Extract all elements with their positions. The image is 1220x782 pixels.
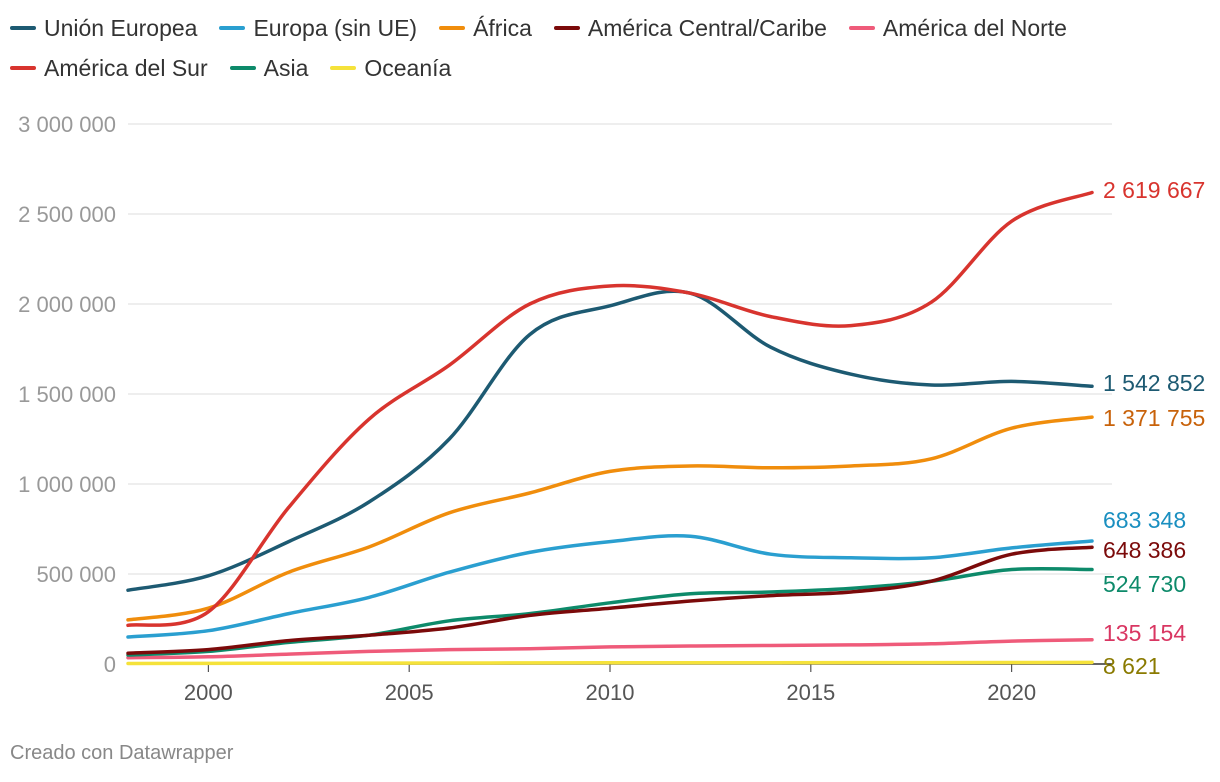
end-value-label: 524 730 xyxy=(1103,571,1186,597)
legend-item: Europa (sin UE) xyxy=(219,12,417,44)
legend-swatch xyxy=(229,66,256,70)
end-value-label: 2 619 667 xyxy=(1103,177,1205,203)
legend-item: África xyxy=(439,12,532,44)
series-line-america-central-caribe xyxy=(126,545,1094,655)
legend-label: América Central/Caribe xyxy=(587,14,827,41)
legend-item: Oceanía xyxy=(330,52,451,84)
legend-item: Unión Europea xyxy=(10,12,197,44)
series-line-union-europea xyxy=(126,289,1094,592)
y-tick-label: 500 000 xyxy=(36,562,116,587)
series-line-africa xyxy=(126,415,1094,622)
y-tick-label: 1 500 000 xyxy=(18,382,116,407)
x-tick-label: 2020 xyxy=(987,680,1036,705)
y-tick-label: 0 xyxy=(104,652,116,677)
x-tick-label: 2010 xyxy=(586,680,635,705)
legend-swatch xyxy=(10,66,36,70)
legend-label: Oceanía xyxy=(364,54,452,81)
y-tick-label: 2 000 000 xyxy=(18,292,116,317)
legend-swatch xyxy=(848,26,875,30)
legend-swatch xyxy=(553,26,580,30)
end-value-label: 648 386 xyxy=(1103,537,1186,563)
legend-swatch xyxy=(10,26,36,30)
footer-credit: Creado con Datawrapper xyxy=(10,742,234,764)
legend-swatch xyxy=(439,26,466,30)
legend-label: Asia xyxy=(263,54,309,81)
end-value-label: 1 371 755 xyxy=(1103,405,1205,431)
legend-label: Unión Europea xyxy=(44,14,198,41)
legend-item: América del Sur xyxy=(10,52,208,84)
end-value-label: 135 154 xyxy=(1103,620,1186,646)
x-tick-label: 2015 xyxy=(786,680,835,705)
legend-item: América Central/Caribe xyxy=(553,12,827,44)
legend-swatch xyxy=(330,66,357,70)
legend-swatch xyxy=(219,26,246,30)
series-line-america-del-norte xyxy=(126,637,1094,660)
y-tick-label: 3 000 000 xyxy=(18,112,116,137)
chart-legend: Unión Europea Europa (sin UE) África Améric… xyxy=(10,12,1210,84)
legend-label: Europa (sin UE) xyxy=(253,14,418,41)
end-value-label: 8 621 xyxy=(1103,653,1161,679)
series-line-europa-sin-ue xyxy=(126,533,1094,639)
legend-label: África xyxy=(473,14,532,41)
x-tick-label: 2000 xyxy=(184,680,233,705)
series-line-america-del-sur xyxy=(126,190,1094,628)
y-tick-label: 2 500 000 xyxy=(18,202,116,227)
end-value-label: 1 542 852 xyxy=(1103,370,1205,396)
end-value-label: 683 348 xyxy=(1103,507,1186,533)
legend-item: Asia xyxy=(229,52,309,84)
legend-label: América del Norte xyxy=(882,14,1067,41)
series-line-oceania xyxy=(126,660,1094,666)
legend-label: América del Sur xyxy=(44,54,208,81)
x-tick-label: 2005 xyxy=(385,680,434,705)
legend-item: América del Norte xyxy=(848,12,1067,44)
y-tick-label: 1 000 000 xyxy=(18,472,116,497)
